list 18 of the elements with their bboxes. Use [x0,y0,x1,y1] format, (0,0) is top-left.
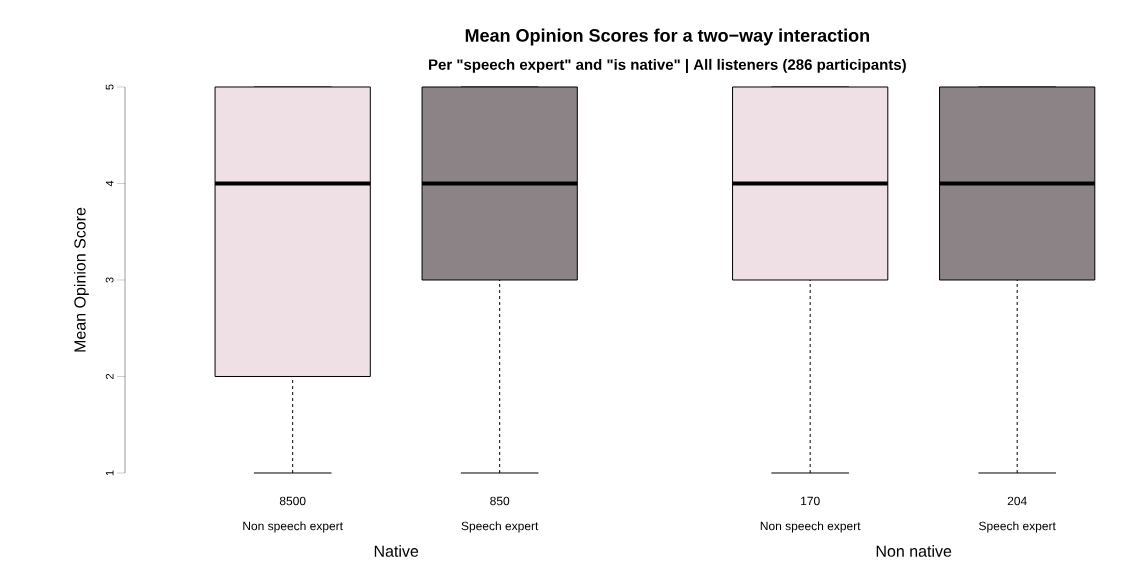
chart-subtitle: Per "speech expert" and "is native" | All listeners (286 participants) [429,58,906,74]
x-tick-label: Non speech expert [760,521,861,533]
text: 204 [1007,496,1027,506]
y-tick-label: 2 [105,373,114,379]
text: 8500 [279,496,306,506]
text: 170 [801,496,820,506]
y-tick-label: 1 [105,470,114,476]
x-tick-label: Speech expert [461,521,539,533]
text: Native [374,545,419,557]
x-tick-label: Non speech expert [243,521,343,533]
text: 850 [490,496,510,506]
y-axis-title: Mean Opinion Score [73,207,89,352]
text: Non native [876,545,952,557]
y-tick-label: 5 [105,84,114,90]
y-tick-label: 3 [105,277,114,283]
chart-title: Mean Opinion Scores for a two−way interaction [465,28,870,46]
y-tick-label: 4 [105,180,114,187]
x-tick-label: Speech expert [979,521,1056,533]
